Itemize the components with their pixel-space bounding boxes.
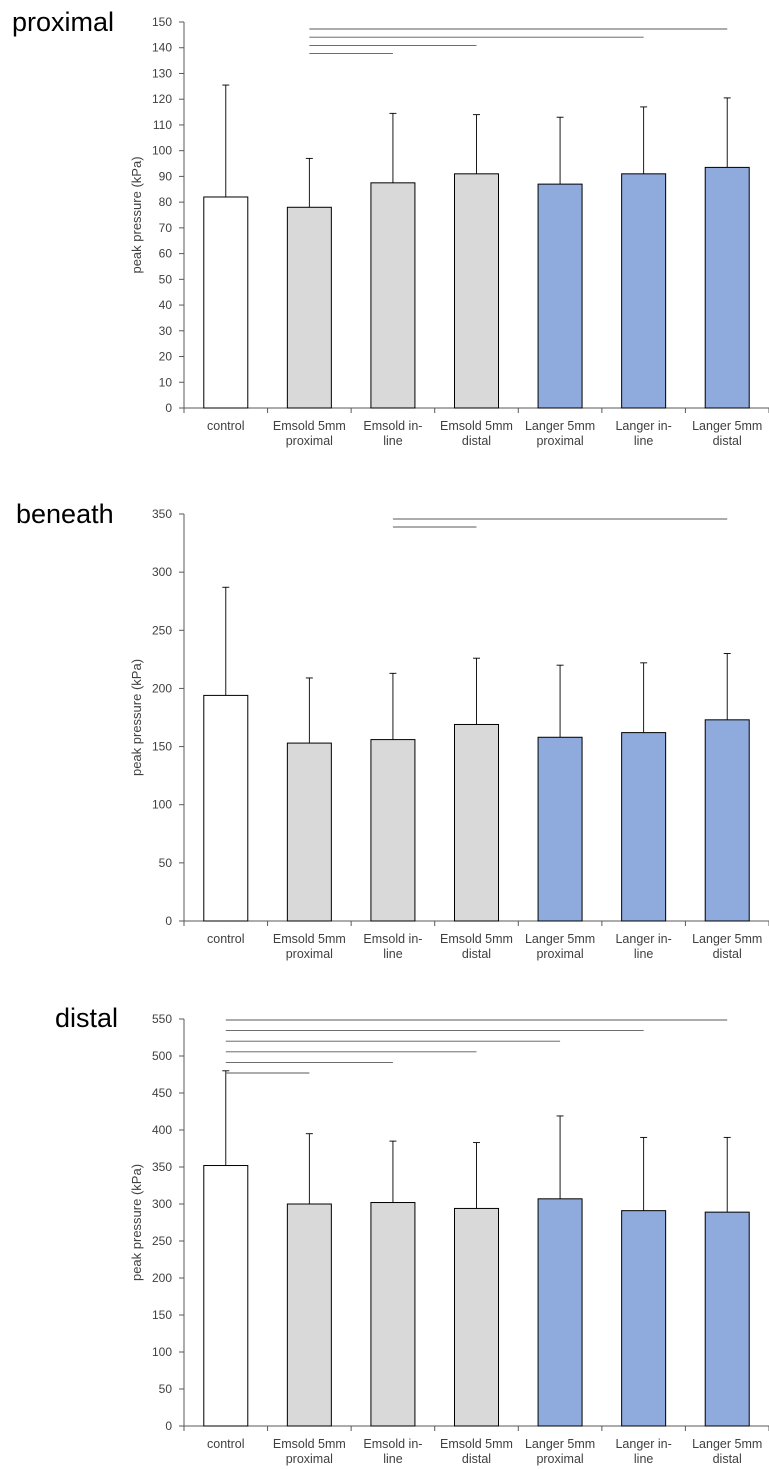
- x-tick-label: Emsold in-line: [363, 1437, 422, 1466]
- y-tick-label: 0: [165, 1419, 172, 1433]
- y-axis-label: peak pressure (kPa): [129, 659, 144, 776]
- y-tick-label: 50: [159, 272, 173, 286]
- y-tick-label: 30: [159, 324, 173, 338]
- bar: [286, 742, 332, 922]
- bar: [537, 1198, 583, 1427]
- y-tick-label: 100: [152, 144, 172, 158]
- x-tick-label: Langer 5mm distal: [692, 1437, 762, 1466]
- chart-panel-proximal: proximal peak pressure (kPa) 0 10 20 30 40 50 60…: [12, 7, 769, 448]
- y-tick-label: 350: [152, 1160, 172, 1174]
- y-tick-label: 20: [159, 350, 173, 364]
- bar: [704, 1211, 750, 1427]
- y-tick-label: 60: [159, 247, 173, 261]
- x-tick-label: Emsold 5mm distal: [440, 932, 513, 961]
- y-tick-label: 70: [159, 221, 173, 235]
- x-tick-label: Langer in-line: [615, 932, 671, 961]
- y-tick-label: 150: [152, 1308, 172, 1322]
- x-tick-label: Emsold 5mm proximal: [273, 932, 346, 961]
- y-tick-label: 300: [152, 1197, 172, 1211]
- bar: [621, 1210, 667, 1427]
- chart-panel-beneath: beneath peak pressure (kPa) 0 50 100 150 200 25…: [16, 499, 769, 961]
- y-tick-label: 550: [152, 1012, 172, 1026]
- bar: [203, 694, 249, 922]
- x-tick-label: Langer 5mm proximal: [525, 932, 595, 961]
- x-tick-label: Emsold 5mm distal: [440, 1437, 513, 1466]
- y-tick-label: 0: [165, 914, 172, 928]
- x-tick-label: Langer in-line: [615, 1437, 671, 1466]
- bar: [537, 183, 583, 409]
- y-tick-label: 100: [152, 798, 172, 812]
- chart-title: beneath: [16, 499, 114, 529]
- chart-title: distal: [55, 1003, 118, 1033]
- y-tick-label: 200: [152, 1271, 172, 1285]
- y-tick-label: 350: [152, 507, 172, 521]
- bar: [454, 1207, 499, 1427]
- y-tick-label: 150: [152, 15, 172, 29]
- bar: [621, 732, 667, 922]
- bar: [286, 206, 332, 409]
- bar: [454, 173, 499, 409]
- y-tick-label: 500: [152, 1049, 172, 1063]
- y-tick-label: 250: [152, 623, 172, 637]
- y-tick-label: 300: [152, 565, 172, 579]
- x-tick-label: Emsold 5mm proximal: [273, 419, 346, 448]
- x-tick-label: Langer 5mm distal: [692, 932, 762, 961]
- y-tick-label: 90: [159, 169, 173, 183]
- bar: [537, 736, 583, 922]
- y-tick-label: 140: [152, 41, 172, 55]
- bar: [203, 1165, 249, 1427]
- x-tick-label: control: [207, 932, 245, 946]
- y-tick-label: 200: [152, 681, 172, 695]
- y-tick-label: 50: [159, 856, 173, 870]
- y-axis-label: peak pressure (kPa): [129, 156, 144, 273]
- bar: [370, 1202, 416, 1427]
- x-tick-label: Langer in-line: [615, 419, 671, 448]
- x-tick-label: Emsold 5mm distal: [440, 419, 513, 448]
- bar: [621, 173, 667, 409]
- y-tick-label: 40: [159, 298, 173, 312]
- x-tick-label: control: [207, 419, 245, 433]
- bar: [704, 166, 750, 409]
- bar: [454, 723, 499, 922]
- chart-panel-distal: distal peak pressure (kPa) 0 50 100 150 200 250…: [55, 1003, 769, 1466]
- x-tick-label: Emsold 5mm proximal: [273, 1437, 346, 1466]
- bar: [203, 196, 249, 409]
- y-tick-label: 110: [153, 118, 172, 132]
- y-tick-label: 150: [152, 740, 172, 754]
- x-tick-label: Emsold in-line: [363, 419, 422, 448]
- y-tick-label: 120: [152, 92, 172, 106]
- y-tick-label: 0: [165, 401, 172, 415]
- y-tick-label: 50: [159, 1382, 173, 1396]
- bar: [704, 719, 750, 922]
- y-tick-label: 100: [152, 1345, 172, 1359]
- x-tick-label: control: [207, 1437, 245, 1451]
- y-tick-label: 450: [152, 1086, 172, 1100]
- bar: [286, 1203, 332, 1427]
- y-tick-label: 400: [152, 1123, 172, 1137]
- x-tick-label: Langer 5mm proximal: [525, 1437, 595, 1466]
- x-tick-label: Emsold in-line: [363, 932, 422, 961]
- chart-title: proximal: [12, 7, 114, 37]
- y-tick-label: 80: [159, 195, 173, 209]
- bar: [370, 739, 416, 922]
- x-tick-label: Langer 5mm proximal: [525, 419, 595, 448]
- x-tick-label: Langer 5mm distal: [692, 419, 762, 448]
- y-axis-label: peak pressure (kPa): [129, 1164, 144, 1281]
- y-tick-label: 130: [152, 66, 172, 80]
- y-tick-label: 10: [159, 375, 173, 389]
- y-tick-label: 250: [152, 1234, 172, 1248]
- bar: [370, 182, 416, 409]
